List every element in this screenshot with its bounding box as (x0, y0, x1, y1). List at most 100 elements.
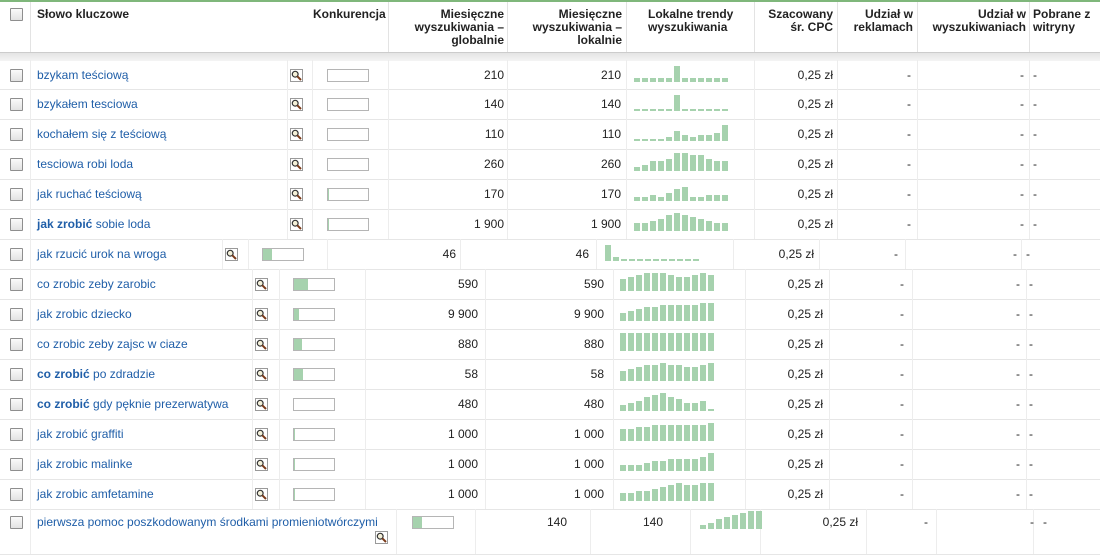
keyword-link[interactable]: bzykałem tesciowa (37, 97, 138, 111)
row-checkbox[interactable] (10, 218, 23, 231)
keyword-link[interactable]: jak rzucić urok na wroga (37, 247, 166, 261)
local-searches: 880 (583, 337, 604, 351)
row-checkbox[interactable] (10, 188, 23, 201)
magnifier-icon[interactable] (255, 338, 268, 351)
trend-bar (660, 461, 666, 471)
keyword-link[interactable]: jak ruchać teściową (37, 187, 142, 201)
header-ad-share[interactable]: Udział w reklamach (853, 7, 913, 34)
local-searches: 58 (590, 367, 604, 381)
column-divider (829, 449, 830, 479)
keyword-link[interactable]: co zrobić po zdradzie (37, 367, 155, 381)
keyword-link[interactable]: co zrobić gdy pęknie prezerwatywa (37, 397, 228, 411)
trend-bar (642, 197, 648, 201)
header-local-searches[interactable]: Miesięczne wyszukiwania – lokalnie (532, 7, 622, 47)
trend-bar (692, 333, 698, 351)
header-local-trends[interactable]: Lokalne trendy wyszukiwania (648, 7, 734, 34)
column-divider (754, 149, 755, 179)
row-checkbox[interactable] (10, 69, 23, 82)
magnifier-icon[interactable] (290, 69, 303, 82)
row-checkbox[interactable] (10, 428, 23, 441)
header-keyword[interactable]: Słowo kluczowe (37, 7, 130, 21)
trend-bar (650, 78, 656, 82)
trend-bar (722, 195, 728, 201)
keyword-link[interactable]: co zrobic zeby zajsc w ciaze (37, 337, 188, 351)
magnifier-icon[interactable] (255, 278, 268, 291)
magnifier-icon[interactable] (290, 158, 303, 171)
trend-bar (676, 333, 682, 351)
keyword-link[interactable]: jak zrobić sobie loda (37, 217, 150, 231)
header-avg-cpc[interactable]: Szacowany śr. CPC (768, 7, 833, 34)
trend-bar (684, 425, 690, 441)
column-divider (745, 359, 746, 389)
header-site[interactable]: Pobrane z witryny (1033, 7, 1091, 34)
keyword-link[interactable]: bzykam teściową (37, 68, 128, 82)
column-divider (1026, 419, 1027, 449)
magnifier-icon[interactable] (290, 188, 303, 201)
row-checkbox[interactable] (10, 308, 23, 321)
row-checkbox[interactable] (10, 98, 23, 111)
trend-bar (642, 78, 648, 82)
keyword-link[interactable]: jak zrobic dziecko (37, 307, 132, 321)
trend-bar (660, 487, 666, 501)
keyword-link[interactable]: jak zrobic amfetamine (37, 487, 154, 501)
select-all-checkbox[interactable] (10, 8, 23, 21)
magnifier-icon[interactable] (255, 368, 268, 381)
header-search-share[interactable]: Udział w wyszukiwaniach (932, 7, 1026, 34)
row-checkbox[interactable] (10, 368, 23, 381)
row-checkbox[interactable] (10, 488, 23, 501)
keyword-link[interactable]: jak zrobic malinke (37, 457, 132, 471)
row-checkbox[interactable] (10, 516, 23, 529)
row-checkbox[interactable] (10, 278, 23, 291)
magnifier-icon[interactable] (290, 128, 303, 141)
column-divider (829, 389, 830, 419)
global-searches: 210 (483, 68, 504, 82)
row-checkbox[interactable] (10, 248, 23, 261)
trend-bar (714, 161, 720, 171)
magnifier-icon[interactable] (255, 398, 268, 411)
magnifier-icon[interactable] (255, 488, 268, 501)
column-divider (365, 329, 366, 359)
column-divider (279, 359, 280, 389)
trend-bar (668, 485, 674, 501)
magnifier-icon[interactable] (290, 98, 303, 111)
header-global-searches[interactable]: Miesięczne wyszukiwania – globalnie (414, 7, 504, 47)
column-divider (1021, 239, 1022, 269)
magnifier-icon[interactable] (225, 248, 238, 261)
magnifier-icon[interactable] (290, 218, 303, 231)
column-divider (917, 60, 918, 89)
trend-bar (698, 78, 704, 82)
trend-bar (658, 161, 664, 171)
ad-share: - (907, 217, 911, 231)
magnifier-icon[interactable] (255, 308, 268, 321)
trend-bar (690, 197, 696, 201)
trend-bar (756, 511, 762, 529)
row-checkbox[interactable] (10, 398, 23, 411)
keyword-link[interactable]: jak zrobić graffiti (37, 427, 123, 441)
header-competition[interactable]: Konkurencja (313, 7, 386, 21)
keyword-link[interactable]: co zrobic zeby zarobic (37, 277, 156, 291)
trend-bar (700, 525, 706, 529)
trend-bar (698, 155, 704, 171)
keyword-link[interactable]: kochałem się z teściową (37, 127, 166, 141)
magnifier-icon[interactable] (255, 428, 268, 441)
site-source: - (1029, 307, 1033, 321)
row-checkbox[interactable] (10, 338, 23, 351)
row-checkbox[interactable] (10, 158, 23, 171)
magnifier-icon[interactable] (255, 458, 268, 471)
row-checkbox[interactable] (10, 458, 23, 471)
competition-bar (327, 218, 369, 231)
avg-cpc: 0,25 zł (797, 97, 833, 111)
column-divider (1026, 299, 1027, 329)
keyword-link[interactable]: pierwsza pomoc poszkodowanym środkami pr… (37, 515, 378, 529)
trend-bar (634, 197, 640, 201)
row-checkbox[interactable] (10, 128, 23, 141)
trend-bar (740, 513, 746, 529)
trend-bar (666, 215, 672, 231)
keyword-link[interactable]: tesciowa robi loda (37, 157, 133, 171)
global-searches: 110 (484, 127, 504, 141)
header-divider (626, 2, 627, 58)
trend-sparkline (620, 423, 720, 441)
trend-sparkline (700, 511, 800, 529)
magnifier-icon[interactable] (375, 531, 388, 544)
trend-bar (652, 333, 658, 351)
